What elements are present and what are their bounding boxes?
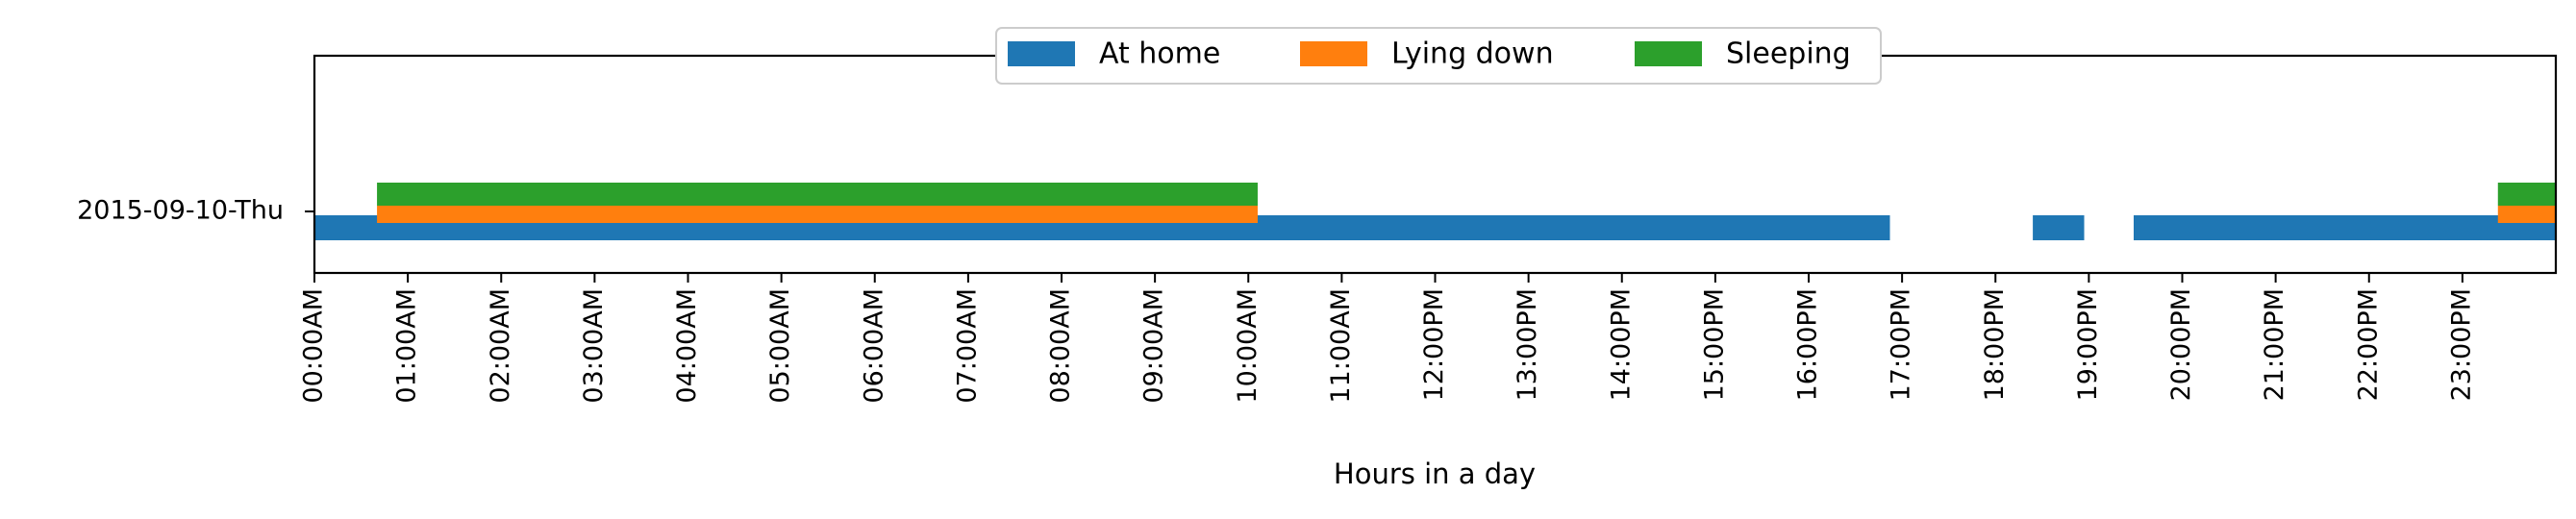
legend: At home Lying down Sleeping <box>995 27 1882 85</box>
legend-swatch-sleeping <box>1635 41 1702 66</box>
x-tick-label: 12:00PM <box>1419 288 1449 401</box>
x-tick-label: 19:00PM <box>2073 288 2103 401</box>
x-tick-label: 13:00PM <box>1513 288 1542 401</box>
x-tick-label: 16:00PM <box>1793 288 1823 401</box>
bar-layer <box>314 183 2556 240</box>
at-home-bar <box>2133 215 2556 240</box>
legend-swatch-lying-down <box>1300 41 1367 66</box>
x-tick-label: 05:00AM <box>765 288 795 404</box>
at-home-bar <box>2033 215 2085 240</box>
x-tick-label: 14:00PM <box>1606 288 1636 401</box>
x-tick-label: 06:00AM <box>859 288 888 404</box>
lying-down-bar <box>2497 206 2556 223</box>
x-tick-label: 17:00PM <box>1887 288 1916 401</box>
legend-swatch-at-home <box>1008 41 1075 66</box>
x-axis-label: Hours in a day <box>1334 457 1536 490</box>
x-tick-label: 03:00AM <box>579 288 609 404</box>
lying-down-bar <box>377 206 1258 223</box>
x-axis: 00:00AM 01:00AM 02:00AM 03:00AM 04:00AM 05:00… <box>299 273 2476 404</box>
x-tick-label: 15:00PM <box>1699 288 1729 401</box>
y-axis: 2015-09-10-Thu <box>77 196 314 226</box>
y-tick-label: 2015-09-10-Thu <box>77 196 284 226</box>
x-tick-label: 21:00PM <box>2260 288 2289 401</box>
legend-label-at-home: At home <box>1099 37 1220 71</box>
legend-label-lying-down: Lying down <box>1391 37 1554 71</box>
x-tick-label: 04:00AM <box>672 288 702 404</box>
x-tick-label: 07:00AM <box>952 288 982 404</box>
x-tick-label: 00:00AM <box>299 288 329 404</box>
sleeping-bar <box>2497 183 2556 206</box>
x-tick-label: 09:00AM <box>1139 288 1169 404</box>
x-tick-label: 02:00AM <box>486 288 515 404</box>
x-tick-label: 11:00AM <box>1326 288 1356 404</box>
x-tick-label: 10:00AM <box>1233 288 1263 404</box>
x-tick-label: 23:00PM <box>2446 288 2476 401</box>
x-tick-label: 08:00AM <box>1046 288 1076 404</box>
legend-label-sleeping: Sleeping <box>1726 37 1851 71</box>
x-tick-label: 20:00PM <box>2166 288 2196 401</box>
x-tick-label: 01:00AM <box>392 288 422 404</box>
x-tick-label: 18:00PM <box>1980 288 2010 401</box>
x-tick-label: 22:00PM <box>2353 288 2383 401</box>
sleeping-bar <box>377 183 1258 206</box>
